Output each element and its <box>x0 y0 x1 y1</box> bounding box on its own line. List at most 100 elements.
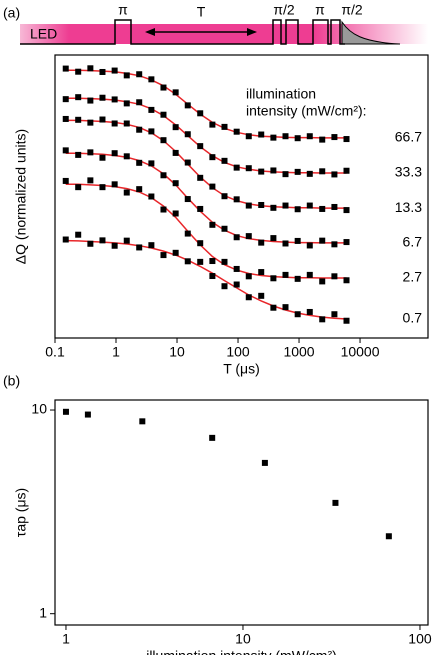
data-point <box>160 252 167 259</box>
data-point <box>233 196 240 203</box>
data-point <box>160 172 167 179</box>
data-point <box>331 241 338 248</box>
data-point <box>197 110 204 117</box>
data-point <box>385 533 392 540</box>
data-point <box>160 84 167 91</box>
led-label: LED <box>30 26 57 42</box>
data-point <box>62 177 69 184</box>
data-point <box>331 171 338 178</box>
data-point <box>99 237 106 244</box>
data-point <box>75 116 82 123</box>
data-point <box>123 72 130 79</box>
data-point <box>221 283 228 290</box>
data-point <box>184 230 191 237</box>
data-point <box>270 134 277 141</box>
data-point <box>87 149 94 156</box>
y-tick-label: 1 <box>39 604 47 620</box>
data-point <box>319 205 326 212</box>
data-point <box>282 304 289 311</box>
data-point <box>331 134 338 141</box>
x-tick-label: 10 <box>169 344 185 360</box>
data-point <box>172 249 179 256</box>
data-point <box>62 236 69 243</box>
data-point <box>306 202 313 209</box>
series-label: 6.7 <box>403 234 423 250</box>
data-point <box>319 278 326 285</box>
data-point <box>148 128 155 135</box>
plot-frame <box>54 399 429 626</box>
data-point <box>87 177 94 184</box>
panel-label: (b) <box>3 373 20 389</box>
data-point <box>306 271 313 278</box>
data-point <box>123 120 130 127</box>
data-point <box>111 150 118 157</box>
x-tick-label: 100 <box>226 344 250 360</box>
data-point <box>136 159 143 166</box>
data-point <box>294 135 301 142</box>
annotation: illumination <box>246 86 316 102</box>
data-point <box>245 165 252 172</box>
fit-line <box>65 152 347 244</box>
y-tick-label: 10 <box>31 401 47 417</box>
x-tick-label: 10 <box>235 631 251 647</box>
data-point <box>343 239 350 246</box>
data-point <box>245 133 252 140</box>
series-label: 0.7 <box>403 310 423 326</box>
data-point <box>331 311 338 318</box>
data-point <box>306 242 313 249</box>
data-point <box>87 97 94 104</box>
series-label: 33.3 <box>395 164 422 180</box>
pulse-label: π <box>118 2 128 18</box>
data-point <box>172 210 179 217</box>
data-point <box>343 207 350 214</box>
pulse-sequence <box>20 19 345 45</box>
data-point <box>294 206 301 213</box>
data-point <box>233 281 240 288</box>
data-point <box>294 275 301 282</box>
data-point <box>282 271 289 278</box>
data-point <box>332 499 339 506</box>
data-point <box>270 304 277 311</box>
data-point <box>99 154 106 161</box>
data-point <box>233 128 240 135</box>
series-label: 13.3 <box>395 199 422 215</box>
data-point <box>261 459 268 466</box>
data-point <box>84 411 91 418</box>
decay-signal <box>341 20 401 45</box>
data-point <box>258 239 265 246</box>
data-point <box>233 234 240 241</box>
data-point <box>123 237 130 244</box>
data-point <box>111 96 118 103</box>
data-point <box>258 269 265 276</box>
data-point <box>209 221 216 228</box>
data-point <box>136 71 143 78</box>
data-point <box>136 126 143 133</box>
data-point <box>148 106 155 113</box>
x-tick-label: 1000 <box>283 344 314 360</box>
data-point <box>270 204 277 211</box>
data-point <box>62 96 69 103</box>
pulse-diagram: LED π T π/2 π π/2 <box>20 2 428 45</box>
data-point <box>160 206 167 213</box>
data-point <box>172 149 179 156</box>
data-point <box>99 116 106 123</box>
data-point <box>160 137 167 144</box>
data-point <box>87 119 94 126</box>
data-point <box>270 167 277 174</box>
data-point <box>136 99 143 106</box>
data-point <box>294 311 301 318</box>
data-point <box>319 316 326 323</box>
data-point <box>221 157 228 164</box>
data-point <box>148 160 155 167</box>
data-point <box>184 102 191 109</box>
x-tick-label: 100 <box>408 631 432 647</box>
data-point <box>221 193 228 200</box>
data-point <box>282 240 289 247</box>
data-point <box>209 273 216 280</box>
fit-line <box>65 119 347 209</box>
y-axis-title: τap (μs) <box>13 488 29 537</box>
data-point <box>306 308 313 315</box>
data-point <box>197 143 204 150</box>
data-point <box>184 258 191 265</box>
